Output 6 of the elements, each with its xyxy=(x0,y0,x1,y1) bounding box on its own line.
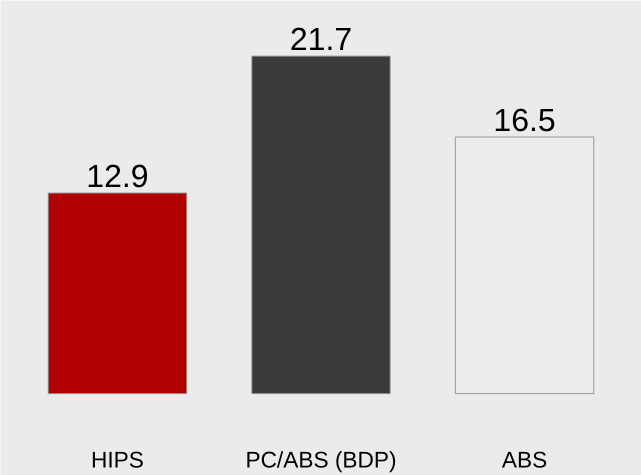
data-label: 12.9 xyxy=(86,158,149,194)
x-tick-label: PC/ABS (BDP) xyxy=(245,446,397,472)
x-tick-label: HIPS xyxy=(91,446,144,472)
data-label: 21.7 xyxy=(290,21,352,58)
data-label: 16.5 xyxy=(493,102,556,138)
x-tick-label: ABS xyxy=(502,446,548,472)
